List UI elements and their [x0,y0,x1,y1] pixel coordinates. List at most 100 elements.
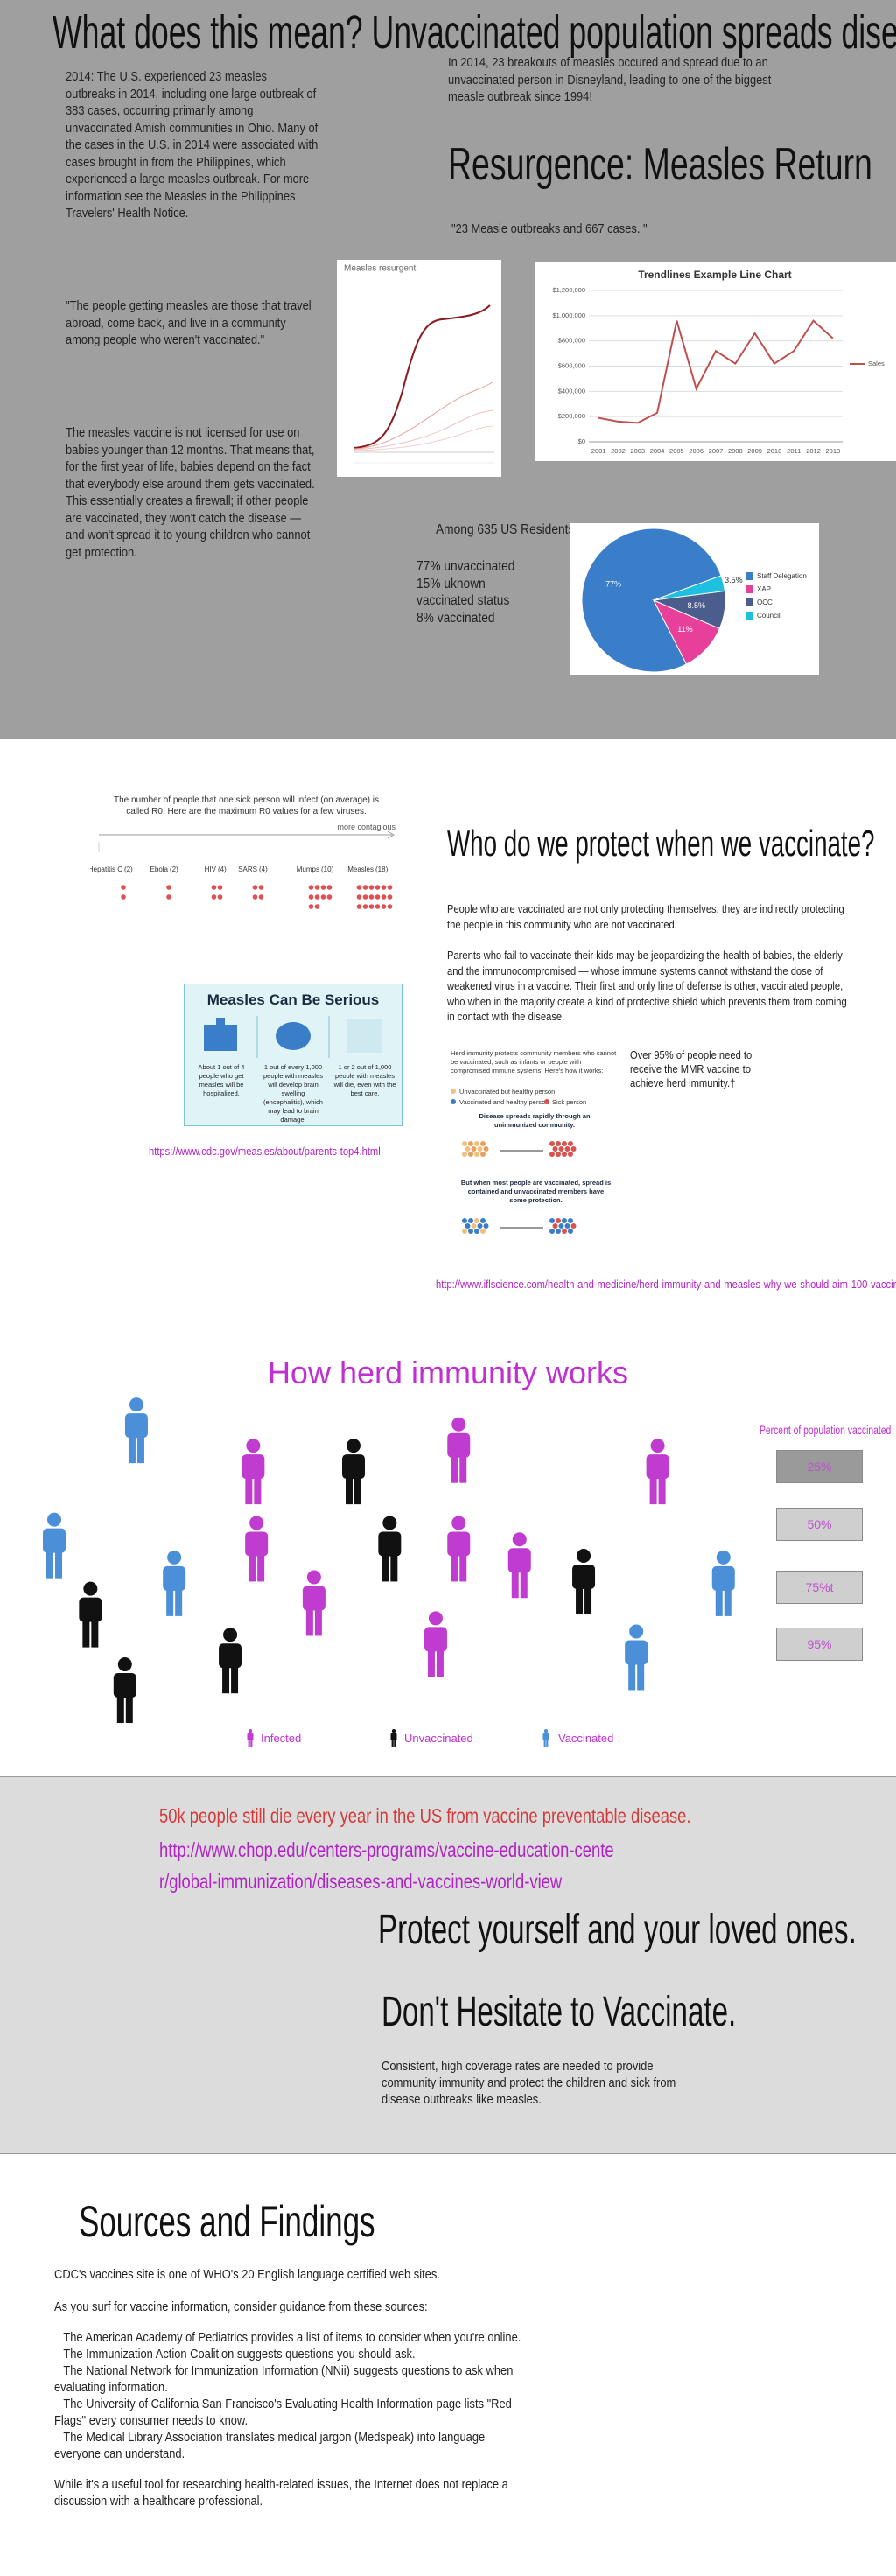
person-leg [637,1659,645,1690]
person-leg [222,1662,230,1694]
person-icon [341,1438,365,1505]
paragraph: While it's a useful tool for researching… [54,2477,508,2509]
percent-button[interactable]: 25% [776,1450,863,1483]
person-leg [248,1550,256,1582]
person-body [625,1640,648,1665]
sources-text: CDC's vaccines site is one of WHO's 20 E… [54,2266,528,2510]
person-leg [116,1692,124,1724]
hex-dot [562,1152,567,1157]
box-item: 1 out of every 1,000 people with measles… [263,1063,323,1124]
decoration [354,382,494,450]
percent-button[interactable]: 50% [776,1508,863,1541]
link[interactable]: https://www.cdc.gov/measles/about/parent… [149,1144,381,1158]
hex-dot [462,1218,467,1223]
person-body [302,1586,326,1611]
person-leg [55,1547,63,1578]
legend-label: Infected [261,1732,302,1745]
person-dot [368,904,374,909]
hex-dot [562,1218,567,1223]
line-chart: Trendlines Example Line Chart $0 $200,000… [535,262,896,461]
percent-button[interactable]: 75%t [776,1571,863,1604]
list-item: The Medical Library Association translat… [54,2430,486,2461]
slice-label: 11% [677,625,692,634]
hex-dot [570,1223,577,1228]
person-head [83,1581,98,1596]
hex-dot [570,1146,577,1152]
person-leg [628,1659,636,1690]
hex-dot [480,1141,486,1146]
hex-dot [552,1146,558,1152]
slice-label: 3.5% [724,576,743,584]
section-heading: How herd immunity works [267,1354,629,1390]
herd-legend: Vaccinated and healthy person [459,1098,550,1106]
person-icon [219,1628,242,1694]
person-icon [572,1549,596,1615]
legend-swatch [746,572,753,580]
person-head [117,1657,132,1672]
herd-intro: Herd immunity protects community members… [451,1049,617,1074]
box-item: About 1 out of 4 people who get measles … [198,1063,245,1097]
legend-label: Vaccinated [558,1732,614,1745]
virus-value: (2) [170,865,178,873]
x-tick-label: 2007 [709,447,724,455]
hex-dot [562,1228,567,1234]
person-dot [252,894,258,900]
virus-name: Measles [347,865,374,873]
percent-button[interactable]: 95% [776,1628,863,1661]
hex-dot [556,1152,561,1157]
person-dot [368,894,374,900]
cta-section [0,1776,896,2154]
person-body [711,1565,735,1591]
person-leg [459,1550,467,1582]
legend-dot [451,1099,456,1104]
person-dot [368,885,374,890]
stat-line: 15% uknown [416,576,486,592]
r0-dots [252,885,264,900]
person-head [346,1438,360,1453]
person-dot [308,885,314,890]
person-icon [245,1516,269,1582]
decoration [354,304,491,449]
legend-swatch [746,598,753,606]
legend-label: XAP [757,585,771,593]
y-tick-label: $800,000 [558,337,585,345]
herd-image: Herd immunity protects community members… [447,1046,625,1266]
person-icon [163,1550,186,1616]
person-body [424,1627,447,1652]
x-tick-label: 2004 [650,447,665,455]
stat-line: 77% unvaccinated [416,559,515,574]
hex-dot [468,1152,473,1157]
virus-name: Ebola [150,865,169,873]
list-item: The University of California San Francis… [54,2397,512,2428]
hospital-icon [204,1025,237,1051]
hex-dot [465,1146,471,1152]
hex-dot [550,1228,555,1234]
person-leg [248,1738,250,1747]
link[interactable]: http://www.chop.edu/centers-programs/vac… [159,1838,614,1893]
paragraph: 2014: The U.S. experienced 23 measles ou… [66,69,318,220]
x-tick-label: 2008 [728,447,743,455]
image-title: Measles resurgent [344,264,416,274]
hex-dot [471,1223,477,1228]
person-icon [447,1516,471,1582]
hex-dot [562,1141,567,1146]
legend-label: Staff Delegation [757,572,807,580]
link[interactable]: http://www.iflscience.com/health-and-med… [436,1278,896,1291]
pie-chart: 77% Staff Delegation 11% XAP 8.5% OCC 3.5% Coun… [570,523,819,675]
r0-arrow-label: more contagious [337,822,396,831]
people-icon [346,1019,382,1053]
person-body [163,1565,186,1591]
paragraph: Over 95% of people need to receive the M… [630,1048,752,1089]
person-head [577,1549,592,1564]
arrow-head [387,830,396,839]
person-leg [427,1646,435,1677]
herd-legend: Unvaccinated but healthy person [459,1088,556,1096]
person-dot [314,904,320,909]
hex-dot [550,1218,555,1223]
person-head [223,1628,238,1642]
paragraph: Parents who fail to vaccinate their kids… [447,948,847,1023]
person-icon [625,1624,648,1690]
hex-dot [564,1146,570,1152]
person-dot [308,904,314,909]
person-leg [511,1567,519,1599]
